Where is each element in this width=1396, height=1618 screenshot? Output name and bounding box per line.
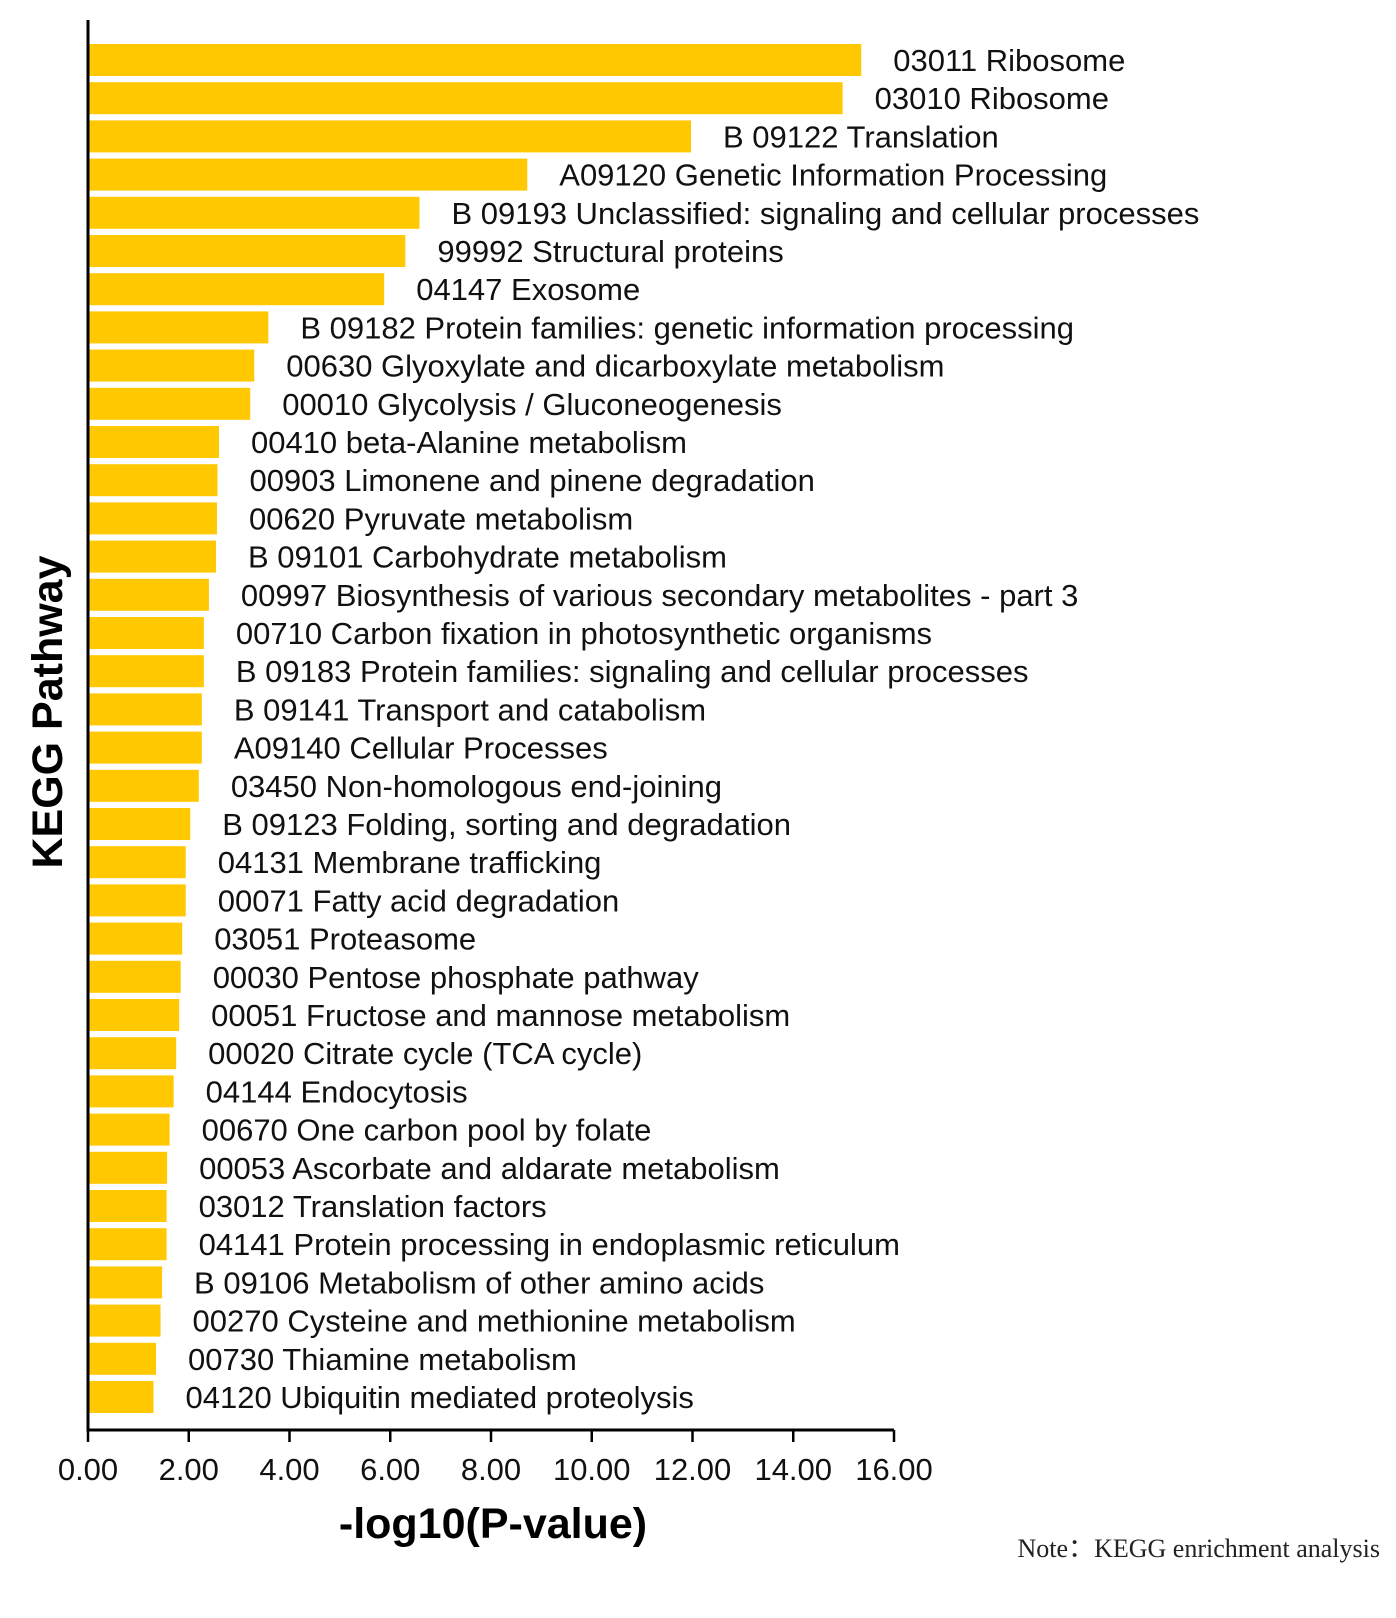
bar xyxy=(89,808,191,840)
bar xyxy=(89,1304,161,1337)
bar-label: 00410 beta-Alanine metabolism xyxy=(251,425,687,460)
bar xyxy=(89,655,204,688)
bar-label: 04141 Protein processing in endoplasmic … xyxy=(199,1227,900,1262)
bar xyxy=(89,120,691,153)
bar-label: B 09122 Translation xyxy=(723,119,999,154)
bar-label: 00670 One carbon pool by folate xyxy=(202,1113,652,1148)
bar xyxy=(89,960,181,993)
bar-label: 00710 Carbon fixation in photosynthetic … xyxy=(236,616,932,651)
bar xyxy=(89,196,420,229)
bar xyxy=(89,1381,154,1413)
bar-label: 00270 Cysteine and methionine metabolism xyxy=(193,1304,796,1339)
bar-label: 00053 Ascorbate and aldarate metabolism xyxy=(199,1151,780,1186)
bar-label: 03010 Ribosome xyxy=(875,81,1109,116)
bar-label: 03012 Translation factors xyxy=(199,1189,547,1224)
bar xyxy=(89,1228,167,1261)
bar-label: 00630 Glyoxylate and dicarboxylate metab… xyxy=(286,349,944,384)
bar-label: B 09193 Unclassified: signaling and cell… xyxy=(451,196,1199,231)
bar-label: B 09123 Folding, sorting and degradation xyxy=(222,807,791,842)
bar-label: 00051 Fructose and mannose metabolism xyxy=(211,998,790,1033)
bar xyxy=(89,502,217,535)
bar-label: 04147 Exosome xyxy=(416,272,640,307)
bar xyxy=(89,540,216,573)
bar xyxy=(89,617,204,649)
bar xyxy=(89,426,219,458)
bar-label: 00620 Pyruvate metabolism xyxy=(249,501,633,536)
bars-layer xyxy=(89,44,862,1413)
bar xyxy=(89,922,183,955)
bar-label: 00010 Glycolysis / Gluconeogenesis xyxy=(282,387,782,422)
y-axis-title: KEGG Pathway xyxy=(24,555,72,868)
bar-label: 00903 Limonene and pinene degradation xyxy=(249,463,814,498)
bar-label: 00730 Thiamine metabolism xyxy=(188,1342,577,1377)
bar-label: 03450 Non-homologous end-joining xyxy=(231,769,722,804)
bar-label: B 09141 Transport and catabolism xyxy=(234,692,706,727)
bar xyxy=(89,731,202,764)
bar xyxy=(89,1342,157,1375)
bar xyxy=(89,349,255,382)
bar-label: 04120 Ubiquitin mediated proteolysis xyxy=(185,1380,693,1415)
bar xyxy=(89,693,202,726)
x-tick-label: 14.00 xyxy=(754,1452,832,1487)
x-tick-label: 8.00 xyxy=(461,1452,521,1487)
bar xyxy=(89,846,186,879)
x-tick-label: 12.00 xyxy=(654,1452,732,1487)
x-ticks-layer: 0.00 2.00 4.00 6.00 8.00 10.00 12.00 14.00 16.00 xyxy=(58,1430,933,1487)
bar-label: B 09101 Carbohydrate metabolism xyxy=(248,540,727,575)
bar-label: 00997 Biosynthesis of various secondary … xyxy=(241,578,1078,613)
x-tick-label: 6.00 xyxy=(360,1452,420,1487)
bar-label: 00030 Pentose phosphate pathway xyxy=(213,960,700,995)
bar-label: 04131 Membrane trafficking xyxy=(218,845,602,880)
bar xyxy=(89,884,186,917)
x-tick-label: 16.00 xyxy=(855,1452,933,1487)
note-text: Note：KEGG enrichment analysis xyxy=(1018,1534,1380,1563)
bar-label: 00020 Citrate cycle (TCA cycle) xyxy=(208,1036,642,1071)
bar-label: B 09106 Metabolism of other amino acids xyxy=(194,1265,764,1300)
bar-label: 99992 Structural proteins xyxy=(437,234,783,269)
bar-label: 00071 Fatty acid degradation xyxy=(218,883,620,918)
x-tick-label: 10.00 xyxy=(553,1452,631,1487)
x-axis-title: -log10(P-value) xyxy=(339,1500,647,1548)
bar xyxy=(89,1037,177,1070)
bar xyxy=(89,273,385,306)
bar xyxy=(89,578,209,611)
bar xyxy=(89,464,218,497)
bar xyxy=(89,387,251,420)
bar xyxy=(89,44,862,76)
bar xyxy=(89,1190,167,1222)
x-tick-label: 0.00 xyxy=(58,1452,118,1487)
bar-label: A09120 Genetic Information Processing xyxy=(559,158,1107,193)
bar-label: 03051 Proteasome xyxy=(214,922,476,957)
bar-label: B 09182 Protein families: genetic inform… xyxy=(300,310,1074,345)
bar xyxy=(89,311,269,344)
bar xyxy=(89,999,180,1031)
bar xyxy=(89,1113,170,1146)
bar-label: 04144 Endocytosis xyxy=(206,1074,468,1109)
bar xyxy=(89,1266,163,1299)
bar-label: A09140 Cellular Processes xyxy=(234,731,608,766)
x-tick-label: 2.00 xyxy=(159,1452,219,1487)
bar xyxy=(89,769,199,802)
bar xyxy=(89,158,528,191)
bar xyxy=(89,1151,168,1184)
bar xyxy=(89,82,843,115)
bar xyxy=(89,1075,174,1108)
bar xyxy=(89,235,406,267)
bar-label: B 09183 Protein families: signaling and … xyxy=(236,654,1029,689)
bar-label: 03011 Ribosome xyxy=(893,43,1125,78)
x-tick-label: 4.00 xyxy=(259,1452,319,1487)
